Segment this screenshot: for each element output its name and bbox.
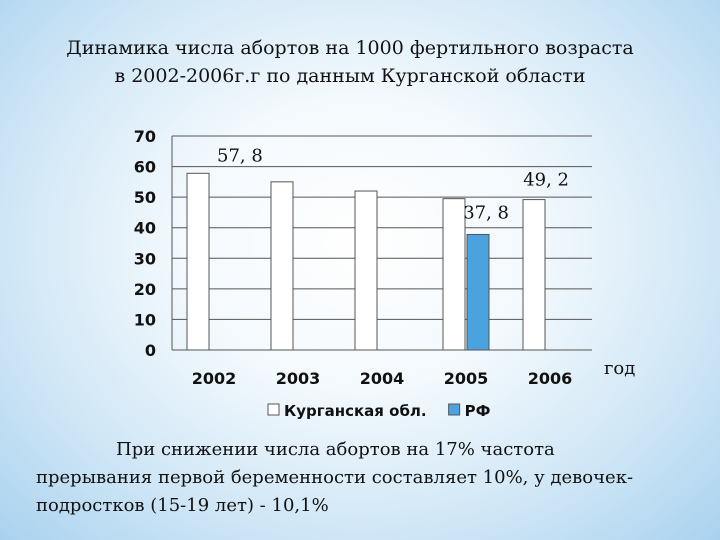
- x-tick-label: 2002: [192, 369, 237, 388]
- axes: 0 10 20 30 40 50 60 70 2002 2003 2004 2005 2006 год: [134, 127, 636, 388]
- x-tick-label: 2005: [444, 369, 489, 388]
- x-axis-label: год: [604, 358, 635, 379]
- data-label: 49, 2: [523, 170, 569, 191]
- grid-lines: [172, 135, 592, 320]
- x-tick-label: 2006: [528, 369, 573, 388]
- y-tick-label: 0: [145, 341, 156, 360]
- y-tick-label: 50: [134, 188, 156, 207]
- bar-rf-2005: [466, 233, 490, 351]
- y-tick-label: 60: [134, 158, 156, 177]
- data-label: 57, 8: [217, 145, 263, 166]
- x-tick-label: 2004: [360, 369, 405, 388]
- y-tick-label: 10: [134, 310, 156, 329]
- bars: [186, 172, 546, 351]
- legend-label: РФ: [465, 402, 491, 420]
- bar-kurgan-2005: [442, 198, 466, 351]
- caption-text: При снижении числа абортов на 17% частот…: [36, 439, 634, 516]
- legend: Курганская обл. РФ: [267, 402, 491, 420]
- legend-swatch: [448, 403, 461, 416]
- y-tick-label: 40: [134, 219, 156, 238]
- legend-swatch: [267, 403, 280, 416]
- bar-kurgan-2006: [522, 199, 546, 351]
- y-tick-label: 70: [134, 127, 156, 146]
- y-tick-label: 20: [134, 280, 156, 299]
- bar-kurgan-2004: [354, 190, 378, 351]
- x-tick-label: 2003: [276, 369, 321, 388]
- legend-label: Курганская обл.: [284, 402, 427, 420]
- bar-kurgan-2003: [270, 181, 294, 351]
- y-tick-label: 30: [134, 249, 156, 268]
- data-labels: 57, 8 37, 8 49, 2: [217, 145, 569, 223]
- data-label: 37, 8: [463, 202, 509, 223]
- chart-title: Динамика числа абортов на 1000 фертильно…: [66, 37, 634, 87]
- bar-kurgan-2002: [186, 172, 210, 351]
